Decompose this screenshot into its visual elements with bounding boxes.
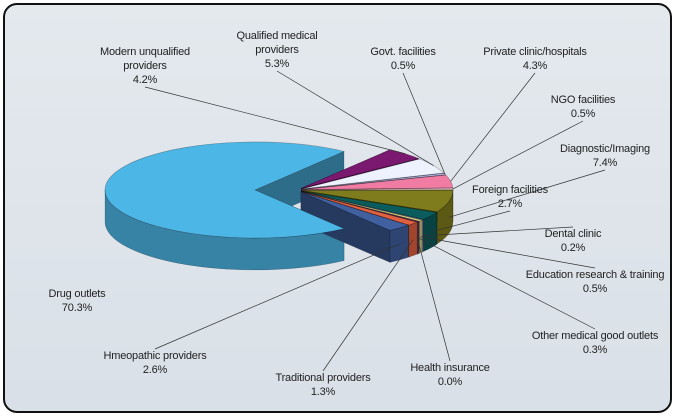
leader-line <box>154 243 400 350</box>
slice-name: Dental clinic <box>544 228 602 240</box>
slice-value: 0.5% <box>390 60 416 72</box>
slice-name: Modern unqualified providers <box>100 46 190 72</box>
slice-name: Hmeopathic providers <box>103 350 207 362</box>
slice-top <box>301 191 423 222</box>
slice-label: Hmeopathic providers 2.6% <box>80 349 230 377</box>
slice-name: Traditional providers <box>275 372 371 384</box>
slice-value: 7.4% <box>592 157 618 169</box>
slice-label: Govt. facilities 0.5% <box>358 45 448 73</box>
slice-label: Dental clinic 0.2% <box>523 227 623 255</box>
leader-line <box>450 72 536 182</box>
slice-value: 0.0% <box>437 376 463 388</box>
leader-line <box>416 238 451 362</box>
slice-value: 4.3% <box>522 60 548 72</box>
leader-line <box>418 237 596 330</box>
slice-name: Foreign facilities <box>472 184 548 196</box>
slice-label: NGO facilities 0.5% <box>528 93 638 121</box>
slice-label: Private clinic/hospitals 4.3% <box>460 45 610 73</box>
slice-name: Health insurance <box>410 362 490 374</box>
slice-name: Drug outlets <box>48 288 106 300</box>
slice-label: Health insurance 0.0% <box>395 361 505 389</box>
slice-top <box>301 191 421 223</box>
slice-value: 2.7% <box>497 198 523 210</box>
slice-value: 70.3% <box>61 302 93 314</box>
chart <box>104 70 606 372</box>
slice-name: Education research & training <box>525 269 665 281</box>
slice-top <box>301 191 425 221</box>
slice-name: Other medical good outlets <box>531 330 659 342</box>
slice-label: Qualified medical providers 5.3% <box>222 29 332 71</box>
slice-top <box>302 189 454 213</box>
slice-top <box>300 191 410 231</box>
slice-name: NGO facilities <box>550 94 616 106</box>
slice-name: Diagnostic/Imaging <box>560 143 650 155</box>
leader-line <box>420 236 596 269</box>
chart-frame: Drug outlets 70.3% Modern unqualified prov… <box>3 3 672 413</box>
slice-value: 0.2% <box>560 242 586 254</box>
slice-label: Drug outlets 70.3% <box>32 287 122 315</box>
slice-label: Education research & training 0.5% <box>520 268 670 296</box>
slice-label: Other medical good outlets 0.3% <box>530 329 660 357</box>
slice-value: 0.5% <box>570 108 596 120</box>
slice-top <box>302 190 438 220</box>
slice-top <box>302 172 447 190</box>
slice-value: 2.6% <box>142 364 168 376</box>
slice-name: Private clinic/hospitals <box>483 46 587 58</box>
slice-top <box>301 191 419 226</box>
slice-label: Modern unqualified providers 4.2% <box>80 45 210 87</box>
slice-value: 0.5% <box>582 283 608 295</box>
slice-label: Diagnostic/Imaging 7.4% <box>545 142 665 170</box>
leader-line <box>144 86 406 155</box>
slice-value: 0.3% <box>582 344 608 356</box>
slice-label: Foreign facilities 2.7% <box>455 183 565 211</box>
slice-value: 5.3% <box>264 58 290 70</box>
leader-line <box>452 120 584 190</box>
leader-line <box>276 70 434 166</box>
slice-label: Traditional providers 1.3% <box>258 371 388 399</box>
slice-name: Govt. facilities <box>370 46 436 58</box>
leader-line <box>422 226 574 237</box>
leader-line <box>448 169 606 218</box>
leader-line <box>402 72 446 175</box>
slice-value: 4.2% <box>132 74 158 86</box>
leader-line <box>430 210 511 233</box>
slice-value: 1.3% <box>310 386 336 398</box>
slice-top <box>104 141 345 239</box>
leader-line <box>322 239 414 372</box>
slice-name: Qualified medical providers <box>236 30 318 56</box>
